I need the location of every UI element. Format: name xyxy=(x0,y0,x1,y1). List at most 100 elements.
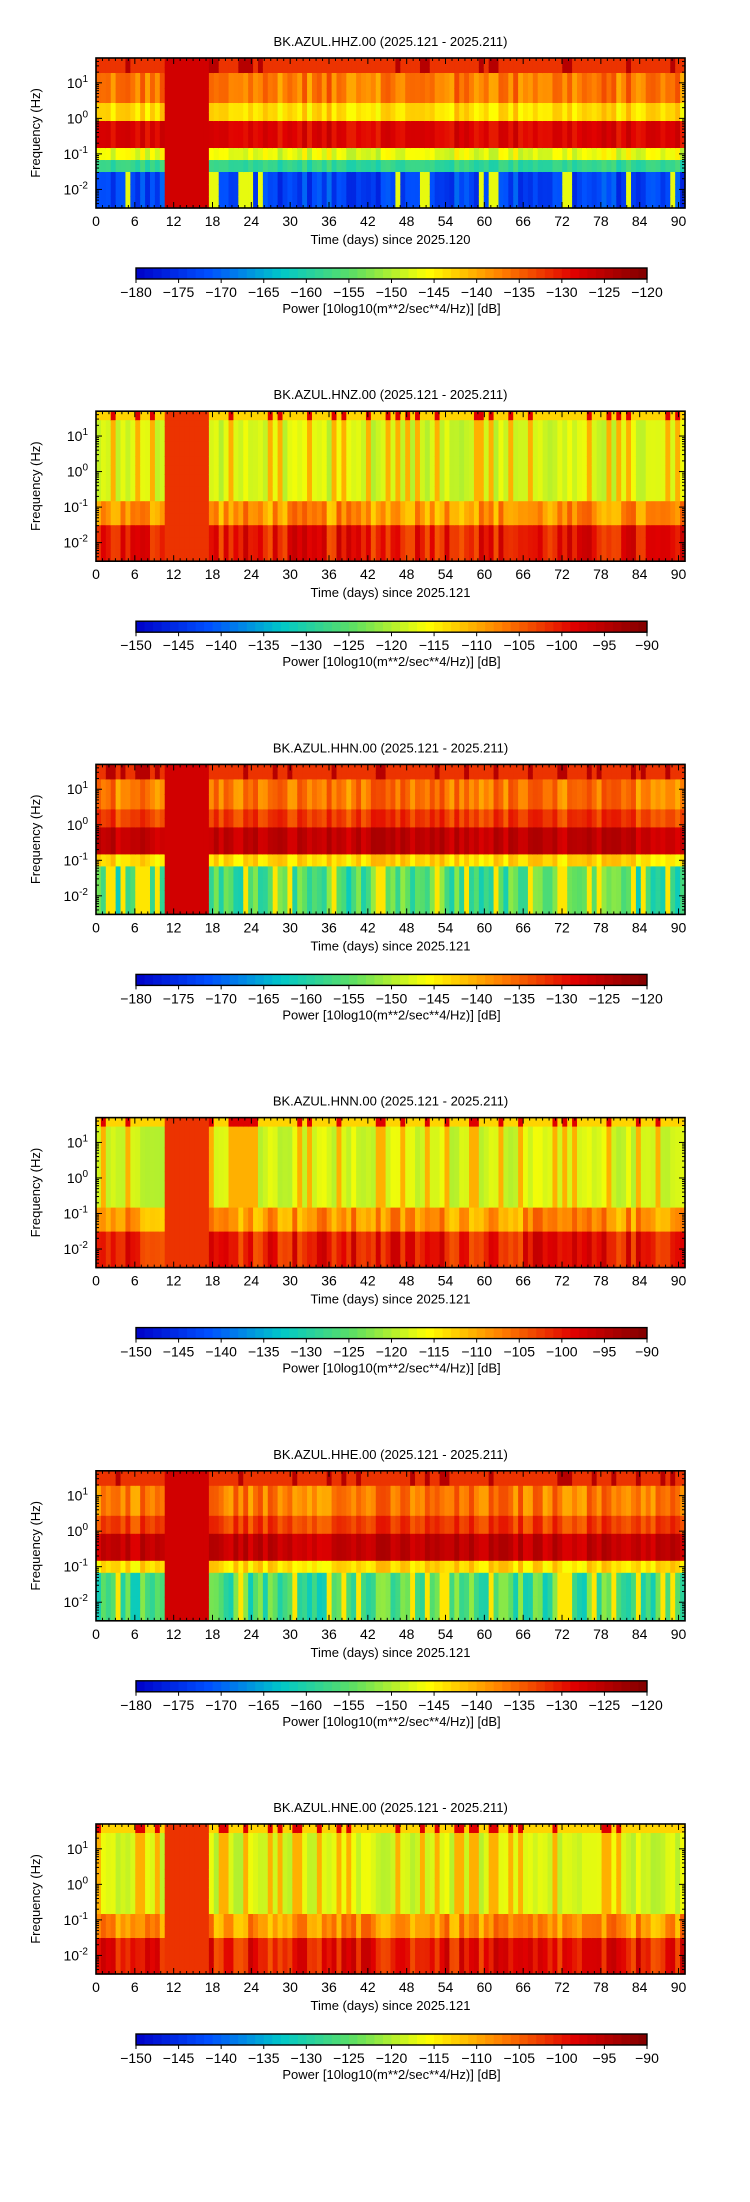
heatmap-cell xyxy=(616,58,622,68)
heatmap-cell xyxy=(179,112,185,122)
heatmap-cell xyxy=(597,172,603,185)
heatmap-cell xyxy=(577,525,583,538)
heatmap-cell xyxy=(292,818,298,828)
colorbar-segment xyxy=(613,268,622,279)
heatmap-cell xyxy=(523,465,529,475)
heatmap-cell xyxy=(322,809,328,819)
heatmap-cell xyxy=(204,764,210,774)
heatmap-cell xyxy=(548,196,554,209)
heatmap-cell xyxy=(577,420,583,427)
heatmap-cell xyxy=(135,525,141,538)
heatmap-cell xyxy=(538,133,544,149)
heatmap-cell xyxy=(656,411,662,421)
heatmap-cell xyxy=(189,411,195,421)
heatmap-cell xyxy=(410,794,416,810)
heatmap-cell xyxy=(361,121,367,134)
heatmap-cell xyxy=(484,839,490,855)
heatmap-cell xyxy=(381,172,387,185)
heatmap-cell xyxy=(233,456,239,466)
heatmap-cell xyxy=(449,501,455,514)
heatmap-cell xyxy=(454,58,460,68)
heatmap-cell xyxy=(327,103,333,113)
heatmap-cell xyxy=(332,818,338,828)
heatmap-cell xyxy=(125,513,131,526)
heatmap-cell xyxy=(248,513,254,526)
heatmap-cell xyxy=(101,465,107,475)
heatmap-cell xyxy=(121,465,127,475)
heatmap-cell xyxy=(160,537,166,550)
heatmap-cell xyxy=(145,809,151,819)
heatmap-cell xyxy=(287,67,293,74)
heatmap-cell xyxy=(548,513,554,526)
heatmap-cell xyxy=(670,426,676,442)
heatmap-cell xyxy=(440,88,446,104)
heatmap-cell xyxy=(474,773,480,780)
heatmap-cell xyxy=(332,172,338,185)
heatmap-cell xyxy=(292,890,298,903)
heatmap-cell xyxy=(337,88,343,104)
heatmap-cell xyxy=(474,839,480,855)
heatmap-cell xyxy=(621,537,627,550)
heatmap-cell xyxy=(391,501,397,514)
heatmap-cell xyxy=(494,773,500,780)
heatmap-cell xyxy=(572,148,578,161)
heatmap-cell xyxy=(140,465,146,475)
heatmap-cell xyxy=(140,890,146,903)
heatmap-cell xyxy=(140,426,146,442)
heatmap-cell xyxy=(533,172,539,185)
heatmap-cell xyxy=(199,854,205,867)
heatmap-cell xyxy=(184,537,190,550)
heatmap-cell xyxy=(175,501,181,514)
heatmap-cell xyxy=(371,474,377,487)
heatmap-cell xyxy=(567,441,573,457)
heatmap-cell xyxy=(449,112,455,122)
heatmap-cell xyxy=(253,794,259,810)
heatmap-cell xyxy=(459,827,465,840)
heatmap-cell xyxy=(140,474,146,487)
heatmap-cell xyxy=(670,133,676,149)
heatmap-cell xyxy=(592,525,598,538)
heatmap-cell xyxy=(209,112,215,122)
heatmap-cell xyxy=(513,773,519,780)
heatmap-cell xyxy=(656,184,662,197)
heatmap-cell xyxy=(356,779,362,795)
heatmap-cell xyxy=(435,103,441,113)
heatmap-cell xyxy=(425,465,431,475)
heatmap-cell xyxy=(209,513,215,526)
heatmap-cell xyxy=(567,160,573,173)
heatmap-cell xyxy=(577,537,583,550)
heatmap-cell xyxy=(199,866,205,879)
heatmap-cell xyxy=(155,426,161,442)
heatmap-cell xyxy=(175,456,181,466)
heatmap-cell xyxy=(121,486,127,502)
x-tick-label: 84 xyxy=(632,213,648,229)
heatmap-cell xyxy=(454,73,460,89)
heatmap-cell xyxy=(498,148,504,161)
heatmap-cell xyxy=(464,474,470,487)
heatmap-cell xyxy=(543,486,549,502)
heatmap-cell xyxy=(214,878,220,891)
heatmap-cell xyxy=(518,513,524,526)
heatmap-cell xyxy=(425,73,431,89)
heatmap-cell xyxy=(366,133,372,149)
heatmap-cell xyxy=(238,779,244,795)
heatmap-cell xyxy=(356,67,362,74)
heatmap-cell xyxy=(528,73,534,89)
heatmap-cell xyxy=(444,465,450,475)
heatmap-cell xyxy=(454,890,460,903)
heatmap-cell xyxy=(454,426,460,442)
heatmap-cell xyxy=(346,474,352,487)
heatmap-cell xyxy=(258,426,264,442)
heatmap-cell xyxy=(258,809,264,819)
colorbar-segment xyxy=(511,268,520,279)
heatmap-cell xyxy=(665,172,671,185)
heatmap-cell xyxy=(582,486,588,502)
colorbar-segment xyxy=(579,268,588,279)
y-tick-label: 100 xyxy=(67,463,89,480)
heatmap-cell xyxy=(297,827,303,840)
heatmap-cell xyxy=(253,112,259,122)
heatmap-cell xyxy=(150,133,156,149)
heatmap-cell xyxy=(268,88,274,104)
heatmap-cell xyxy=(420,839,426,855)
heatmap-cell xyxy=(322,73,328,89)
